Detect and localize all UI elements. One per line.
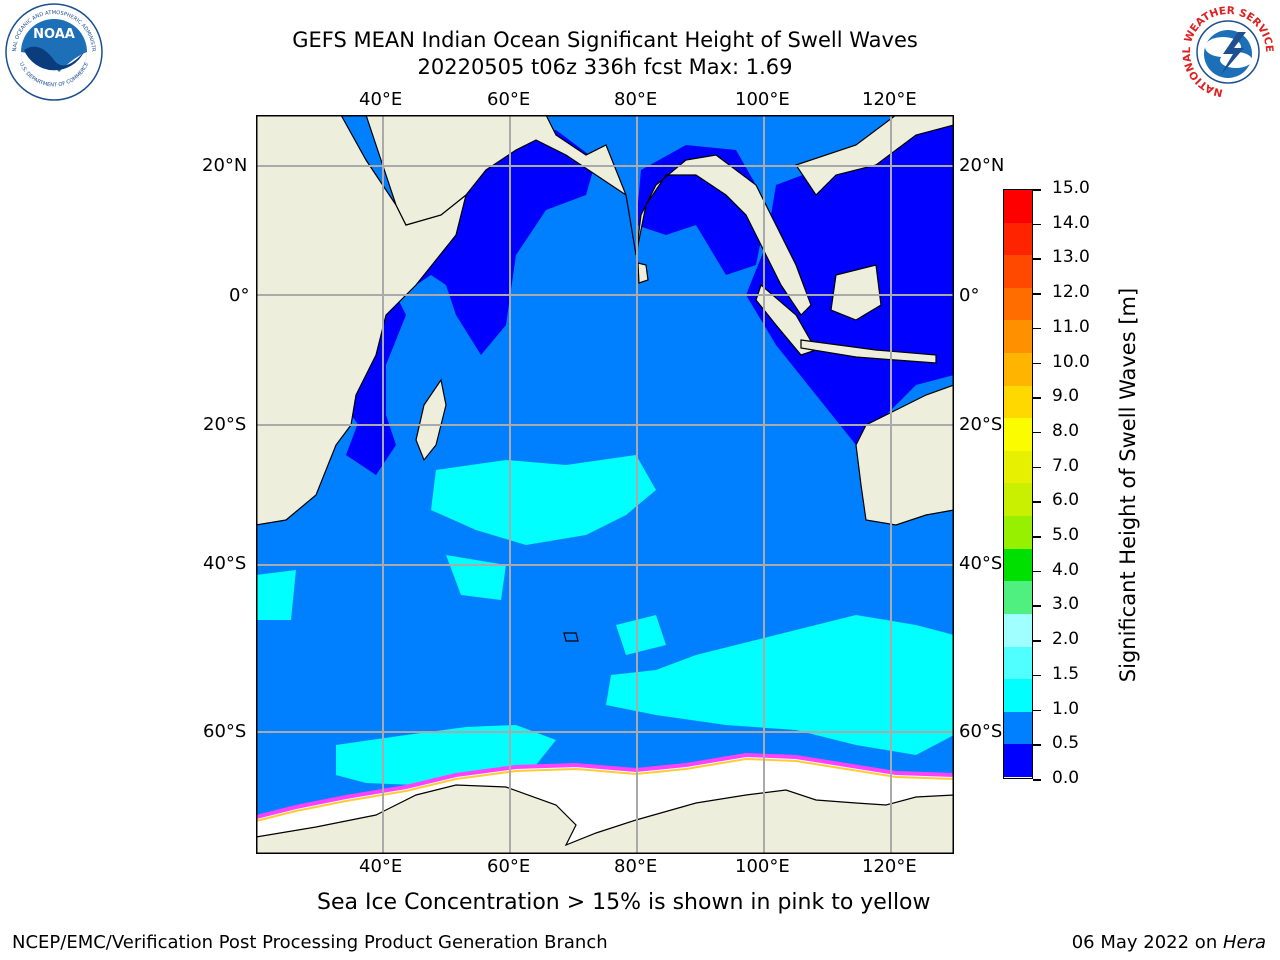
lat-label-right: 20°S — [959, 414, 1003, 435]
land-kerguelen — [563, 632, 579, 642]
colorbar-tick-mark — [1033, 431, 1041, 434]
colorbar-tick-mark — [1033, 501, 1041, 503]
colorbar-tick-mark — [1033, 674, 1041, 677]
colorbar-segment — [1004, 646, 1032, 680]
colorbar-segment — [1004, 222, 1032, 256]
sea-ice-caption: Sea Ice Concentration > 15% is shown in … — [317, 890, 931, 915]
colorbar-tick-label: 4.0 — [1052, 559, 1080, 580]
land-borneo — [830, 264, 882, 321]
lon-label-top: 60°E — [487, 89, 531, 110]
colorbar-tick-label: 14.0 — [1052, 212, 1090, 233]
colorbar-tick-mark — [1033, 397, 1041, 399]
colorbar-tick-label: 6.0 — [1052, 490, 1080, 511]
land-sumatra — [755, 283, 817, 356]
land-sri-lanka — [637, 262, 649, 284]
map-frame — [256, 115, 954, 854]
colorbar-tick-mark — [1033, 223, 1041, 226]
land-se-asia — [795, 115, 954, 196]
lat-label-right: 20°N — [959, 155, 1005, 176]
colorbar-tick-mark — [1033, 744, 1041, 746]
lat-label-left: 40°S — [203, 553, 247, 574]
noaa-logo: NOAA NATIONAL OCEANIC AND ATMOSPHERIC AD… — [4, 2, 103, 101]
colorbar-tick-label: 5.0 — [1052, 525, 1080, 546]
colorbar-tick-mark — [1033, 536, 1041, 538]
lat-label-left: 20°S — [203, 414, 247, 435]
colorbar-tick-mark — [1033, 189, 1041, 191]
land-madagascar — [415, 378, 447, 462]
colorbar-segment — [1004, 320, 1032, 354]
lon-label-bottom: 40°E — [359, 856, 403, 877]
colorbar-segment — [1004, 190, 1032, 223]
colorbar-tick-label: 0.0 — [1052, 768, 1080, 788]
colorbar-segment — [1004, 581, 1032, 614]
lon-label-bottom: 60°E — [487, 856, 531, 877]
colorbar-segment — [1004, 516, 1032, 549]
land-antarctica — [256, 784, 954, 854]
colorbar-tick-label: 13.0 — [1052, 247, 1090, 268]
lat-label-left: 0° — [229, 285, 250, 306]
colorbar-tick-mark — [1033, 466, 1041, 469]
colorbar-segment — [1004, 450, 1032, 484]
colorbar-tick-label: 15.0 — [1052, 178, 1090, 198]
lon-label-top: 120°E — [862, 89, 917, 110]
colorbar-segment — [1004, 385, 1032, 419]
nws-logo: NATIONAL WEATHER SERVICE — [1180, 4, 1276, 100]
colorbar-segment — [1004, 483, 1032, 517]
colorbar-tick-label: 0.5 — [1052, 733, 1080, 754]
noaa-logo-text: NOAA — [33, 27, 75, 42]
map-gridlines — [256, 115, 954, 854]
colorbar-tick-label: 8.0 — [1052, 420, 1080, 441]
colorbar — [1003, 189, 1033, 779]
colorbar-segment — [1004, 287, 1032, 321]
colorbar-segment — [1004, 711, 1032, 745]
lon-label-top: 100°E — [735, 89, 790, 110]
colorbar-tick-mark — [1033, 327, 1041, 330]
chart-title: GEFS MEAN Indian Ocean Significant Heigh… — [292, 28, 918, 52]
colorbar-tick-label: 12.0 — [1052, 282, 1090, 303]
lon-label-bottom: 80°E — [614, 856, 658, 877]
lat-label-right: 40°S — [959, 553, 1003, 574]
colorbar-tick-mark — [1033, 293, 1041, 295]
lat-label-left: 20°N — [202, 155, 248, 176]
colorbar-label: Significant Height of Swell Waves [m] — [1116, 287, 1140, 683]
colorbar-tick-label: 2.0 — [1052, 629, 1080, 650]
colorbar-tick-mark — [1033, 362, 1041, 365]
lon-label-bottom: 120°E — [862, 856, 917, 877]
colorbar-tick-label: 3.0 — [1052, 594, 1080, 615]
footer-date: 06 May 2022 on Hera — [1071, 932, 1266, 953]
colorbar-tick-mark — [1033, 640, 1041, 642]
lon-label-top: 80°E — [614, 89, 658, 110]
colorbar-tick-mark — [1033, 779, 1041, 781]
lat-label-right: 60°S — [959, 721, 1003, 742]
swell-height-map — [256, 115, 954, 854]
lon-label-bottom: 100°E — [735, 856, 790, 877]
lat-label-right: 0° — [959, 285, 980, 306]
colorbar-tick-mark — [1033, 709, 1041, 712]
lat-label-left: 60°S — [203, 721, 247, 742]
colorbar-tick-mark — [1033, 605, 1041, 607]
colorbar-segment — [1004, 418, 1032, 451]
lon-label-top: 40°E — [359, 89, 403, 110]
colorbar-segment — [1004, 353, 1032, 386]
colorbar-tick-label: 1.0 — [1052, 698, 1080, 719]
colorbar-segment — [1004, 744, 1032, 777]
chart-subtitle: 20220505 t06z 336h fcst Max: 1.69 — [417, 55, 793, 79]
colorbar-segment — [1004, 679, 1032, 712]
footer-host: Hera — [1222, 932, 1266, 953]
colorbar-tick-label: 1.5 — [1052, 663, 1080, 684]
land-java — [800, 339, 937, 364]
colorbar-tick-mark — [1033, 570, 1041, 573]
colorbar-segment — [1004, 548, 1032, 582]
land-africa — [256, 115, 468, 526]
colorbar-tick-mark — [1033, 258, 1041, 260]
colorbar-tick-label: 11.0 — [1052, 316, 1090, 337]
colorbar-segment — [1004, 613, 1032, 647]
colorbar-segment — [1004, 255, 1032, 288]
colorbar-tick-label: 9.0 — [1052, 386, 1080, 407]
footer-organization: NCEP/EMC/Verification Post Processing Pr… — [12, 932, 608, 953]
sea-ice-edge — [256, 752, 954, 819]
land-australia — [855, 384, 954, 526]
colorbar-tick-label: 10.0 — [1052, 351, 1090, 372]
colorbar-tick-label: 7.0 — [1052, 455, 1080, 476]
